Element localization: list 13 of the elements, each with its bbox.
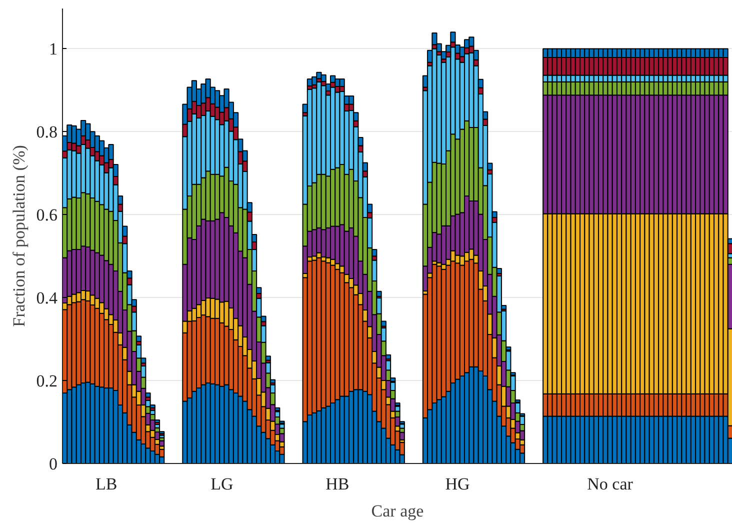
y-tick-label: 0 — [49, 454, 58, 474]
y-tick-label: 1 — [49, 40, 58, 59]
x-tick-label: No car — [587, 474, 634, 494]
y-tick-label: 0.6 — [36, 206, 58, 225]
x-tick-label: HB — [326, 474, 350, 494]
x-axis-title: Car age — [371, 502, 424, 520]
x-tick-label: HG — [445, 474, 470, 494]
y-axis-title: Fraction of population (%) — [9, 145, 28, 327]
y-tick-label: 0.4 — [36, 288, 58, 308]
y-tick-label: 0.2 — [36, 372, 58, 391]
x-tick-label: LB — [96, 474, 118, 494]
x-tick-label: LG — [210, 474, 234, 494]
y-tick-label: 0.8 — [36, 122, 58, 142]
